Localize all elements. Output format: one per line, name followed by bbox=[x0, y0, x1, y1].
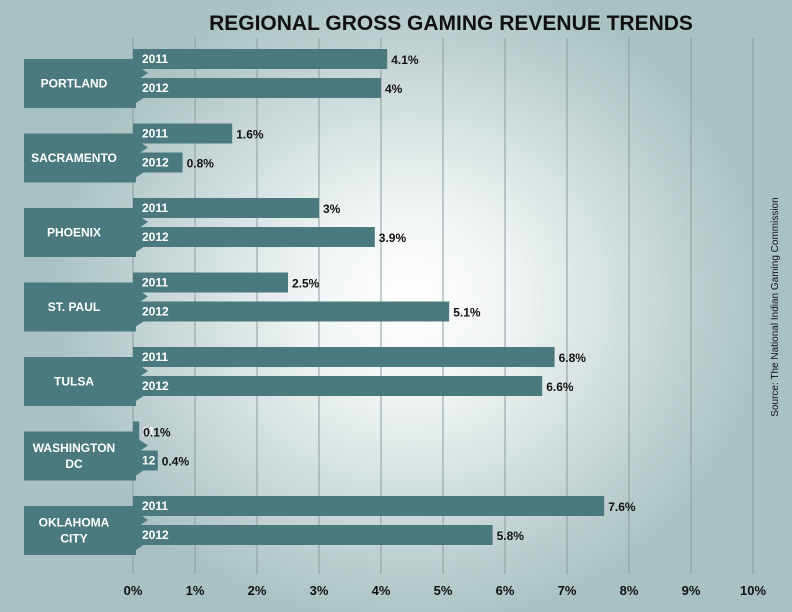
region-label: TULSA bbox=[54, 375, 94, 389]
region-label: WASHINGTON bbox=[33, 441, 115, 455]
bar-year-label: 2011 bbox=[142, 201, 168, 215]
bar-value-label: 0.8% bbox=[187, 157, 215, 171]
bar-year-label: 11 bbox=[142, 425, 155, 439]
bar-value-label: 4% bbox=[385, 82, 403, 96]
bar-year-label: 2011 bbox=[142, 52, 168, 66]
bar bbox=[133, 49, 388, 69]
bar-year-label: 2012 bbox=[142, 528, 169, 542]
bar-year-label: 2011 bbox=[142, 499, 168, 513]
region-label: CITY bbox=[60, 532, 87, 546]
bar-value-label: 0.1% bbox=[143, 426, 171, 440]
bar-group: 110.1% 12 0.4% WASHINGTON DC bbox=[24, 421, 190, 481]
bar bbox=[133, 376, 543, 396]
region-label-box bbox=[24, 431, 148, 481]
bar-value-label: 2.5% bbox=[292, 277, 320, 291]
region-label-box bbox=[24, 208, 148, 257]
bar-year-label: 2011 bbox=[142, 350, 168, 364]
region-label-box bbox=[24, 133, 148, 183]
bar-year-label: 2011 bbox=[142, 127, 168, 141]
bar-value-label: 4.1% bbox=[391, 53, 419, 67]
source-note: Source: The National Indian Gaming Commi… bbox=[770, 197, 781, 416]
region-label-box bbox=[24, 59, 148, 108]
bar-value-label: 5.8% bbox=[497, 529, 525, 543]
bar-value-label: 5.1% bbox=[453, 306, 481, 320]
bar-value-label: 0.4% bbox=[162, 455, 190, 469]
x-tick-label: 1% bbox=[186, 583, 205, 598]
x-tick-label: 5% bbox=[434, 583, 453, 598]
bar-group: 2011 6.8% 2012 6.6% TULSA bbox=[24, 347, 586, 406]
x-tick-label: 3% bbox=[310, 583, 329, 598]
x-tick-label: 0% bbox=[124, 583, 143, 598]
x-tick-label: 9% bbox=[682, 583, 701, 598]
bar-year-label: 2012 bbox=[142, 156, 169, 170]
bar-year-label: 2012 bbox=[142, 81, 169, 95]
x-tick-label: 4% bbox=[372, 583, 391, 598]
bar-value-label: 6.8% bbox=[559, 351, 587, 365]
region-label-box bbox=[24, 506, 148, 555]
bar bbox=[133, 496, 605, 516]
region-label: ST. PAUL bbox=[48, 300, 100, 314]
region-label-box bbox=[24, 357, 148, 406]
bar-year-label: 2012 bbox=[142, 230, 169, 244]
x-tick-label: 7% bbox=[558, 583, 577, 598]
bar-year-label: 2012 bbox=[142, 305, 169, 319]
bar-group: 2011 2.5% 2012 5.1% ST. PAUL bbox=[24, 272, 481, 332]
region-label: PHOENIX bbox=[47, 226, 101, 240]
bar-value-label: 3.9% bbox=[379, 231, 407, 245]
bar-group: 2011 4.1% 2012 4% PORTLAND bbox=[24, 49, 419, 108]
bar bbox=[133, 421, 140, 442]
bar-group: 2011 1.6% 2012 0.8% SACRAMENTO bbox=[24, 123, 264, 183]
x-tick-label: 10% bbox=[740, 583, 766, 598]
region-label-box bbox=[24, 282, 148, 332]
bar-value-label: 7.6% bbox=[608, 500, 636, 514]
bar bbox=[133, 227, 375, 247]
bar bbox=[133, 347, 555, 367]
bar-value-label: 3% bbox=[323, 202, 341, 216]
region-label: OKLAHOMA bbox=[39, 516, 110, 530]
x-tick-label: 8% bbox=[620, 583, 639, 598]
bar-value-label: 1.6% bbox=[236, 128, 264, 142]
bar-group: 2011 7.6% 2012 5.8% OKLAHOMA CITY bbox=[24, 496, 636, 555]
region-label: DC bbox=[65, 457, 83, 471]
bar-year-label: 2011 bbox=[142, 276, 168, 290]
bar bbox=[133, 152, 183, 173]
bar-group: 2011 3% 2012 3.9% PHOENIX bbox=[24, 198, 406, 257]
x-axis-ticks: 0% 1% 2% 3% 4% 5% 6% 7% 8% 9% 10% bbox=[124, 583, 767, 598]
bar bbox=[133, 123, 233, 144]
x-tick-label: 2% bbox=[248, 583, 267, 598]
region-label: SACRAMENTO bbox=[31, 151, 117, 165]
bar bbox=[133, 272, 288, 293]
x-tick-label: 6% bbox=[496, 583, 515, 598]
bar bbox=[133, 301, 450, 322]
bar bbox=[133, 198, 319, 218]
bar bbox=[133, 525, 493, 545]
chart-title: REGIONAL GROSS GAMING REVENUE TRENDS bbox=[209, 12, 693, 35]
bar-year-label: 12 bbox=[142, 454, 156, 468]
region-label: PORTLAND bbox=[41, 77, 108, 91]
bar bbox=[133, 78, 381, 98]
bar-groups: 2011 4.1% 2012 4% PORTLAND 2011 1.6% 2012 0.8% SA… bbox=[24, 49, 636, 555]
bar-value-label: 6.6% bbox=[546, 380, 574, 394]
bar-year-label: 2012 bbox=[142, 379, 169, 393]
